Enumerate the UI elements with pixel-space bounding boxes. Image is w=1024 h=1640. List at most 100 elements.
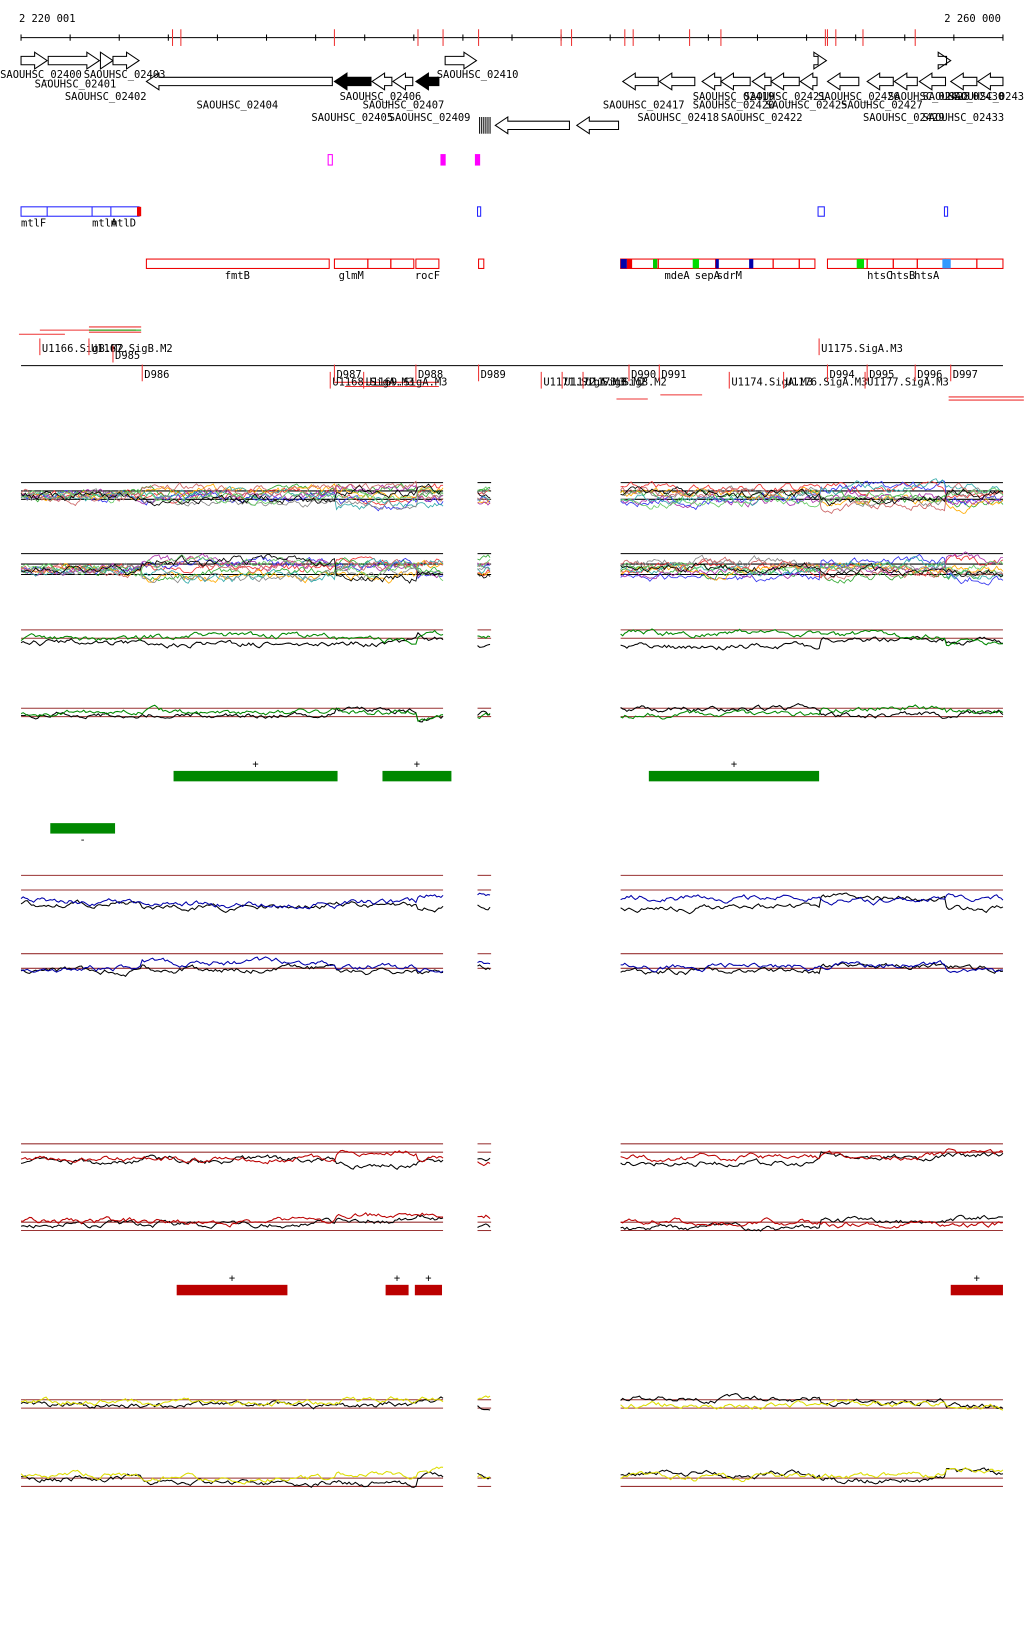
expression-trace bbox=[477, 486, 491, 492]
segment-label: + bbox=[425, 1273, 431, 1285]
expression-trace bbox=[20, 899, 444, 914]
expression-trace bbox=[20, 483, 444, 506]
promoter-label: U1167.SigB.M2 bbox=[91, 343, 173, 355]
promoter-label: D996 bbox=[917, 369, 942, 381]
motif-mark bbox=[474, 154, 481, 166]
expression-trace bbox=[620, 478, 1004, 506]
expression-trace bbox=[477, 635, 491, 639]
gene-box bbox=[657, 258, 699, 269]
segment-bar bbox=[176, 1284, 288, 1296]
gene-box bbox=[892, 258, 918, 269]
operon-label: htsC bbox=[867, 270, 892, 282]
gene-arrow bbox=[575, 116, 620, 135]
promoter-label: U1177.SigA.M3 bbox=[867, 376, 949, 388]
expression-trace bbox=[620, 486, 1004, 507]
gene-feature bbox=[715, 259, 719, 269]
gene-box bbox=[866, 258, 894, 269]
expression-trace bbox=[477, 559, 491, 568]
expression-trace bbox=[477, 1223, 491, 1228]
promoter-label: D991 bbox=[661, 369, 686, 381]
operon-box bbox=[817, 206, 825, 217]
gene-label: SAOUHSC_02421 bbox=[744, 91, 826, 103]
gene-label: SAOUHSC_02420 bbox=[693, 100, 775, 112]
expression-trace bbox=[20, 483, 444, 507]
gene-arrow bbox=[949, 72, 978, 91]
expression-trace bbox=[20, 562, 444, 584]
expression-trace bbox=[20, 553, 444, 584]
promoter-label: U1173.SigB.M2 bbox=[585, 376, 667, 388]
gene-arrow bbox=[770, 72, 800, 91]
expression-trace bbox=[20, 488, 444, 510]
gene-arrow bbox=[813, 51, 828, 70]
gene-box bbox=[390, 258, 415, 269]
gene-arrow bbox=[333, 72, 372, 91]
expression-trace bbox=[20, 963, 444, 977]
expression-trace bbox=[620, 703, 1004, 719]
expression-trace bbox=[20, 485, 444, 511]
expression-trace bbox=[20, 704, 444, 722]
operon-label: mtlA bbox=[92, 218, 118, 230]
end-coordinate: 2 260 000 bbox=[944, 13, 1001, 25]
gene-arrow bbox=[621, 72, 659, 91]
gene-label: SAOUHSC_02429 bbox=[863, 112, 945, 124]
gene-feature bbox=[692, 259, 699, 269]
gene-arrow bbox=[658, 72, 696, 91]
promoter-label: D987 bbox=[337, 369, 362, 381]
gene-label: SAOUHSC_02410 bbox=[437, 69, 519, 81]
gene-arrow bbox=[494, 116, 570, 135]
expression-trace bbox=[620, 1399, 1004, 1411]
expression-trace bbox=[20, 629, 444, 645]
segment-label: - bbox=[80, 834, 86, 846]
motif-mark bbox=[440, 154, 446, 166]
expression-trace bbox=[620, 553, 1004, 586]
expression-trace bbox=[20, 1154, 444, 1170]
promoter-label: U1174.SigA.M3 bbox=[731, 376, 813, 388]
gene-label: SAOUHSC_02433 bbox=[923, 112, 1005, 124]
expression-trace bbox=[620, 1148, 1004, 1162]
expression-trace bbox=[21, 483, 444, 502]
gene-arrow bbox=[99, 51, 114, 70]
segment-bar bbox=[50, 823, 116, 834]
promoter-label: D985 bbox=[115, 350, 140, 362]
expression-trace bbox=[20, 706, 444, 723]
expression-trace bbox=[620, 487, 1004, 510]
gene-label: SAOUHSC_02406 bbox=[340, 91, 422, 103]
expression-trace bbox=[620, 556, 1004, 581]
expression-trace bbox=[620, 893, 1004, 906]
gene-label: SAOUHSC_02419 bbox=[693, 91, 775, 103]
expression-trace bbox=[477, 712, 491, 719]
gene-arrow bbox=[866, 72, 894, 91]
gene-arrow bbox=[112, 51, 141, 70]
gene-arrow bbox=[893, 72, 918, 91]
gene-label: SAOUHSC_02403 bbox=[84, 69, 166, 81]
expression-trace bbox=[620, 704, 1004, 720]
expression-trace bbox=[620, 1150, 1004, 1168]
gene-box bbox=[478, 258, 485, 269]
promoter-label: D986 bbox=[144, 369, 169, 381]
gene-label: SAOUHSC_02400 bbox=[0, 69, 82, 81]
promoter-label: U1169.SigA.M3 bbox=[366, 376, 448, 388]
gene-box bbox=[333, 258, 369, 269]
expression-trace bbox=[620, 562, 1004, 578]
expression-trace bbox=[477, 1405, 491, 1411]
segment-bar bbox=[950, 1284, 1003, 1296]
promoter-label: D995 bbox=[869, 369, 894, 381]
operon-label: glmM bbox=[339, 270, 364, 282]
expression-trace bbox=[477, 573, 491, 579]
operon-label: sdrM bbox=[717, 270, 742, 282]
expression-trace bbox=[477, 960, 491, 965]
expression-trace bbox=[620, 489, 1004, 509]
expression-trace bbox=[477, 501, 491, 506]
expression-trace bbox=[477, 904, 491, 911]
gene-arrow bbox=[444, 51, 478, 70]
gene-arrow bbox=[976, 72, 1004, 91]
gene-box bbox=[367, 258, 392, 269]
operon-label: sepA bbox=[695, 270, 721, 282]
expression-trace bbox=[477, 554, 491, 561]
operon-label: rocF bbox=[415, 270, 440, 282]
segment-label: + bbox=[974, 1273, 980, 1285]
gene-arrow bbox=[826, 72, 860, 91]
segment-label: + bbox=[252, 759, 258, 771]
